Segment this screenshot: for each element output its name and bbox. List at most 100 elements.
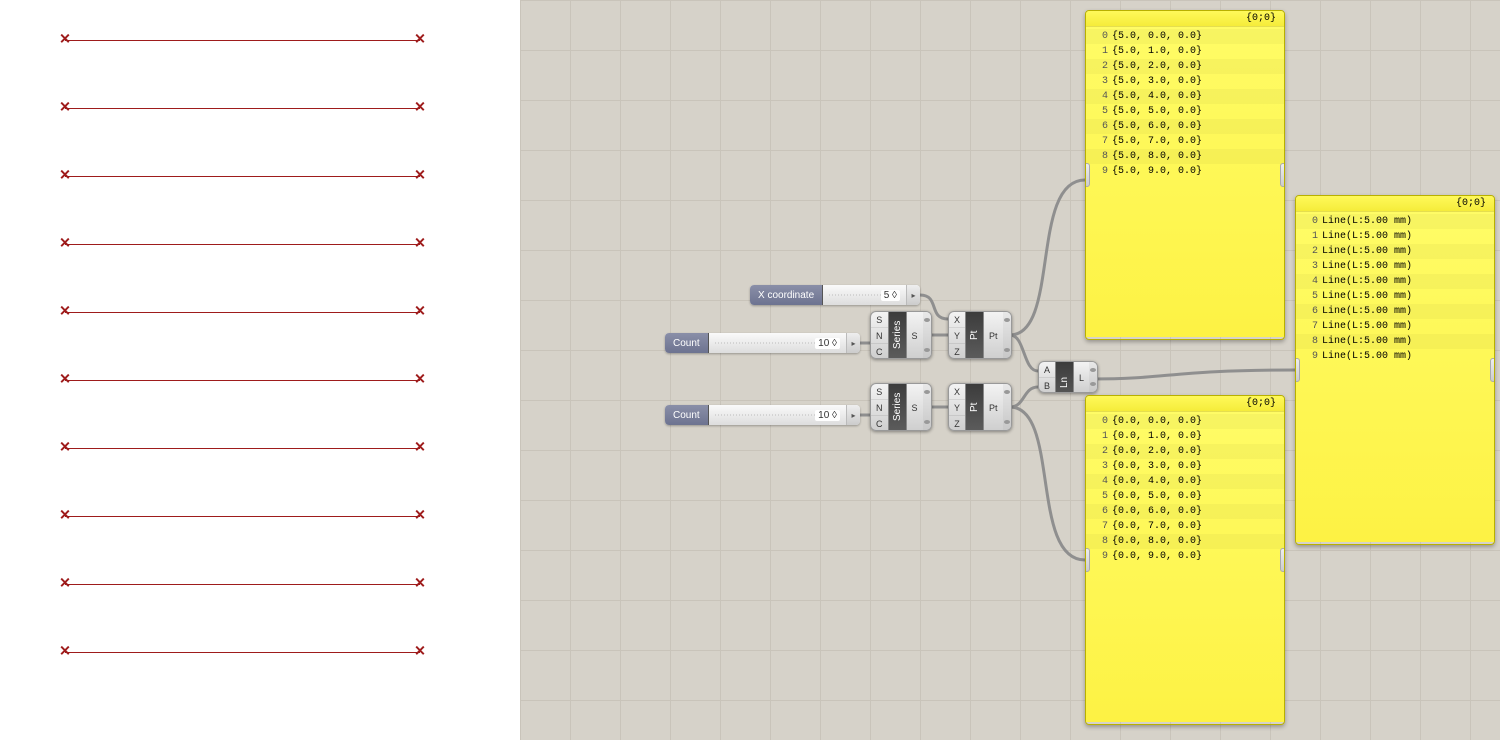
slider-label: X coordinate: [750, 285, 823, 305]
panel-row-value: {0.0, 6.0, 0.0}: [1112, 504, 1202, 519]
input-port[interactable]: X: [949, 312, 965, 328]
panel-header: {0;0}: [1296, 196, 1494, 212]
panel-row-index: 9: [1092, 549, 1108, 564]
component-grip-icon[interactable]: [923, 384, 931, 430]
panel-row: 0 {0.0, 0.0, 0.0}: [1086, 414, 1284, 429]
viewport-line: [65, 516, 420, 517]
input-port[interactable]: A: [1039, 362, 1055, 378]
panel-row: 1 Line(L:5.00 mm): [1296, 229, 1494, 244]
grasshopper-canvas[interactable]: X coordinate 5 ◊ ▸ Count 10 ◊ ▸ Count 10…: [520, 0, 1500, 740]
panel-row-index: 9: [1092, 164, 1108, 179]
input-port[interactable]: C: [871, 416, 888, 431]
viewport-line: [65, 584, 420, 585]
input-port[interactable]: Y: [949, 328, 965, 344]
slider-grip-icon[interactable]: ▸: [906, 285, 920, 305]
panel-row-value: {5.0, 3.0, 0.0}: [1112, 74, 1202, 89]
panel-row-index: 2: [1092, 444, 1108, 459]
panel-row: 5 {5.0, 5.0, 0.0}: [1086, 104, 1284, 119]
panel-row-index: 8: [1092, 149, 1108, 164]
input-port[interactable]: S: [871, 312, 888, 328]
panel-row-index: 3: [1302, 259, 1318, 274]
panel-body: 0 {5.0, 0.0, 0.0} 1 {5.0, 1.0, 0.0} 2 {5…: [1086, 27, 1284, 337]
panel-input-grip-icon[interactable]: [1085, 548, 1090, 572]
panel-input-grip-icon[interactable]: [1295, 358, 1300, 382]
endpoint-marker-icon: ✕: [414, 643, 426, 660]
panel-input-grip-icon[interactable]: [1085, 163, 1090, 187]
component-grip-icon[interactable]: [1003, 384, 1011, 430]
output-port[interactable]: S: [907, 328, 923, 344]
data-panel[interactable]: {0;0} 0 Line(L:5.00 mm) 1 Line(L:5.00 mm…: [1295, 195, 1495, 545]
component-grip-icon[interactable]: [1003, 312, 1011, 358]
slider-grip-icon[interactable]: ▸: [846, 405, 860, 425]
output-port[interactable]: Pt: [984, 328, 1003, 344]
panel-row-index: 8: [1092, 534, 1108, 549]
component-series[interactable]: SNC Series S: [870, 383, 932, 431]
input-port[interactable]: Z: [949, 416, 965, 431]
panel-output-grip-icon[interactable]: [1490, 358, 1495, 382]
number-slider[interactable]: Count 10 ◊ ▸: [665, 333, 860, 353]
slider-track[interactable]: 10 ◊: [709, 405, 846, 425]
output-port[interactable]: Pt: [984, 400, 1003, 416]
number-slider[interactable]: X coordinate 5 ◊ ▸: [750, 285, 920, 305]
panel-row-value: {0.0, 0.0, 0.0}: [1112, 414, 1202, 429]
endpoint-marker-icon: ✕: [59, 235, 71, 252]
component-grip-icon[interactable]: [923, 312, 931, 358]
panel-row-value: {5.0, 4.0, 0.0}: [1112, 89, 1202, 104]
panel-row-value: {0.0, 1.0, 0.0}: [1112, 429, 1202, 444]
panel-row: 7 {0.0, 7.0, 0.0}: [1086, 519, 1284, 534]
panel-row-value: Line(L:5.00 mm): [1322, 304, 1412, 319]
data-panel[interactable]: {0;0} 0 {5.0, 0.0, 0.0} 1 {5.0, 1.0, 0.0…: [1085, 10, 1285, 340]
endpoint-marker-icon: ✕: [59, 167, 71, 184]
panel-output-grip-icon[interactable]: [1280, 163, 1285, 187]
number-slider[interactable]: Count 10 ◊ ▸: [665, 405, 860, 425]
input-port[interactable]: N: [871, 400, 888, 416]
panel-row: 7 {5.0, 7.0, 0.0}: [1086, 134, 1284, 149]
slider-track[interactable]: 5 ◊: [823, 285, 906, 305]
panel-row-value: {5.0, 5.0, 0.0}: [1112, 104, 1202, 119]
component-series[interactable]: SNC Series S: [870, 311, 932, 359]
slider-value: 5 ◊: [881, 290, 900, 301]
panel-output-grip-icon[interactable]: [1280, 548, 1285, 572]
input-port[interactable]: Y: [949, 400, 965, 416]
panel-row-index: 7: [1302, 319, 1318, 334]
panel-row-index: 0: [1092, 29, 1108, 44]
panel-row-value: Line(L:5.00 mm): [1322, 229, 1412, 244]
input-port[interactable]: Z: [949, 344, 965, 359]
panel-row-index: 1: [1092, 44, 1108, 59]
component-grip-icon[interactable]: [1089, 362, 1097, 392]
panel-row-index: 7: [1092, 519, 1108, 534]
panel-row-value: Line(L:5.00 mm): [1322, 289, 1412, 304]
component-label: Series: [888, 312, 907, 358]
input-port[interactable]: X: [949, 384, 965, 400]
panel-row-value: Line(L:5.00 mm): [1322, 319, 1412, 334]
output-port[interactable]: S: [907, 400, 923, 416]
endpoint-marker-icon: ✕: [414, 167, 426, 184]
endpoint-marker-icon: ✕: [59, 439, 71, 456]
input-port[interactable]: B: [1039, 378, 1055, 393]
component-pt[interactable]: XYZ Pt Pt: [948, 311, 1012, 359]
slider-value: 10 ◊: [815, 338, 840, 349]
rhino-viewport: ✕✕✕✕✕✕✕✕✕✕✕✕✕✕✕✕✕✕✕✕: [0, 0, 520, 740]
endpoint-marker-icon: ✕: [59, 575, 71, 592]
panel-row-index: 4: [1302, 274, 1318, 289]
panel-row-value: {0.0, 9.0, 0.0}: [1112, 549, 1202, 564]
panel-header: {0;0}: [1086, 11, 1284, 27]
data-panel[interactable]: {0;0} 0 {0.0, 0.0, 0.0} 1 {0.0, 1.0, 0.0…: [1085, 395, 1285, 725]
input-port[interactable]: N: [871, 328, 888, 344]
panel-row-index: 2: [1092, 59, 1108, 74]
slider-track[interactable]: 10 ◊: [709, 333, 846, 353]
endpoint-marker-icon: ✕: [414, 575, 426, 592]
output-port[interactable]: L: [1074, 370, 1089, 386]
panel-row: 3 {0.0, 3.0, 0.0}: [1086, 459, 1284, 474]
panel-row-index: 6: [1092, 504, 1108, 519]
panel-row: 6 Line(L:5.00 mm): [1296, 304, 1494, 319]
panel-row-index: 6: [1302, 304, 1318, 319]
input-port[interactable]: S: [871, 384, 888, 400]
panel-row: 9 {0.0, 9.0, 0.0}: [1086, 549, 1284, 564]
slider-grip-icon[interactable]: ▸: [846, 333, 860, 353]
component-ln[interactable]: AB Ln L: [1038, 361, 1098, 393]
component-label: Pt: [965, 384, 984, 430]
endpoint-marker-icon: ✕: [414, 31, 426, 48]
component-pt[interactable]: XYZ Pt Pt: [948, 383, 1012, 431]
input-port[interactable]: C: [871, 344, 888, 359]
